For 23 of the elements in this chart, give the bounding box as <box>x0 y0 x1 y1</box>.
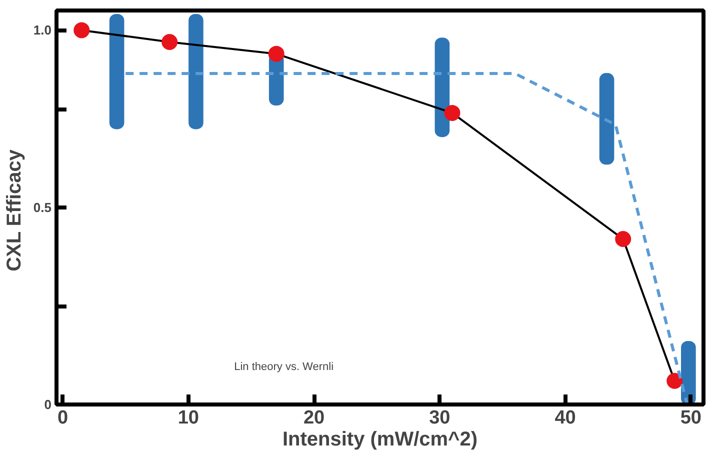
bar <box>599 73 614 165</box>
y-tick-label: 0.5 <box>33 200 52 215</box>
x-tick-label: 40 <box>554 408 576 428</box>
x-tick-label: 10 <box>178 408 199 428</box>
point <box>74 22 90 38</box>
bar <box>109 14 124 130</box>
x-axis-title: Intensity (mW/cm^2) <box>282 428 478 450</box>
point <box>666 372 683 389</box>
x-tick-label: 20 <box>303 408 325 428</box>
x-tick-label: 0 <box>58 408 68 428</box>
point <box>162 34 178 50</box>
point <box>268 46 284 62</box>
point <box>615 231 632 248</box>
bar <box>188 14 204 130</box>
y-tick-label: 0 <box>44 397 52 412</box>
bar <box>681 340 696 404</box>
x-tick-label: 30 <box>429 408 450 428</box>
bar <box>434 38 450 138</box>
y-tick-label: 1.0 <box>33 22 52 38</box>
annotation: Lin theory vs. Wernli <box>234 360 334 373</box>
x-tick-label: 50 <box>680 408 702 428</box>
point <box>444 104 460 121</box>
y-axis-title: CXL Efficacy <box>3 148 26 272</box>
